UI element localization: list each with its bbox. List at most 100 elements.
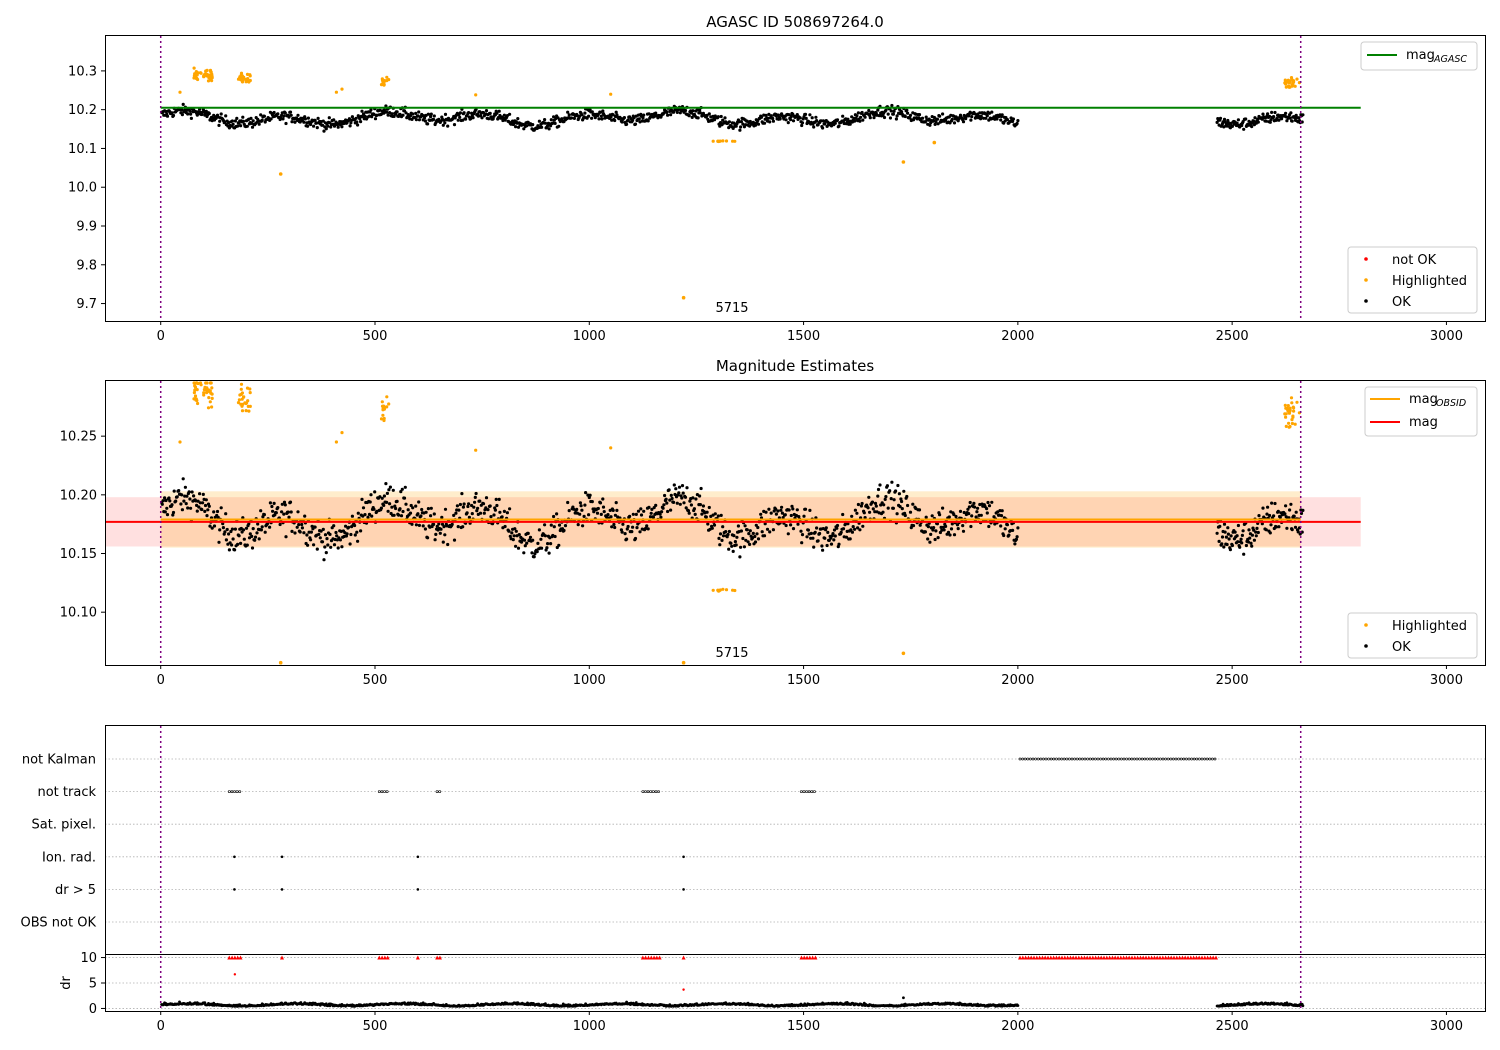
ok-point <box>1253 116 1257 120</box>
x-tick-label: 3000 <box>1430 329 1463 344</box>
dr-clipped-marker <box>1043 955 1048 960</box>
ok-point <box>856 111 861 115</box>
ok-point <box>665 501 669 505</box>
ok-point <box>324 127 328 131</box>
ok-point <box>452 123 457 127</box>
dr-clipped-marker <box>1068 955 1073 960</box>
ok-point <box>876 494 880 498</box>
ok-point <box>417 523 421 528</box>
ok-point <box>886 112 890 116</box>
ok-point <box>936 122 940 126</box>
ok-point <box>306 124 310 128</box>
ok-point <box>987 524 991 529</box>
flag-marker <box>1026 757 1030 761</box>
ok-point <box>270 504 274 509</box>
ok-point <box>698 111 703 115</box>
dr-clipped-marker <box>1121 955 1126 960</box>
ok-point <box>764 510 768 514</box>
flag-marker <box>238 790 242 794</box>
ok-point <box>543 118 547 122</box>
ok-point <box>664 497 668 501</box>
ok-point <box>944 524 948 529</box>
x-tick-label: 0 <box>157 1019 165 1034</box>
ok-point <box>684 506 688 510</box>
ok-point <box>734 543 738 547</box>
ok-point <box>160 502 164 506</box>
ok-point <box>215 509 220 514</box>
ok-point <box>833 121 837 125</box>
ok-point <box>195 503 199 507</box>
ok-point <box>283 111 287 115</box>
ok-point <box>408 114 413 118</box>
ok-point <box>531 123 535 127</box>
dr-clipped-marker <box>1155 955 1160 960</box>
ok-point <box>812 125 816 129</box>
ok-point <box>547 127 551 131</box>
dr-clipped-marker <box>1020 955 1025 960</box>
ok-point <box>814 115 818 119</box>
ok-point <box>734 124 738 128</box>
ok-point <box>1236 540 1240 544</box>
ok-point <box>1016 526 1020 530</box>
ok-point <box>268 525 272 529</box>
ok-point <box>519 540 524 544</box>
ok-point <box>434 532 438 537</box>
ok-point <box>300 526 304 530</box>
dr-clipped-marker <box>1034 955 1039 960</box>
ok-point <box>841 527 846 531</box>
ok-point <box>899 497 903 501</box>
dr-clipped-marker <box>1065 955 1070 960</box>
flag-marker <box>1073 757 1077 761</box>
flag-marker <box>646 790 650 794</box>
outlier-point <box>901 651 906 656</box>
ok-point <box>186 506 190 510</box>
highlighted-point <box>244 77 248 82</box>
ok-point <box>470 503 474 508</box>
highlighted-point <box>1293 84 1297 88</box>
ok-point <box>356 539 360 543</box>
ok-point <box>259 113 263 117</box>
flag-marker <box>380 790 384 794</box>
ok-point <box>800 533 805 537</box>
flag-marker <box>1039 757 1043 761</box>
ok-point <box>669 113 673 117</box>
ok-point <box>918 523 922 527</box>
ok-point <box>969 524 973 529</box>
dr-clipped-marker <box>1082 955 1087 960</box>
ok-point <box>1000 113 1004 117</box>
dr-clipped-marker <box>1197 955 1202 960</box>
ok-point <box>1230 124 1234 128</box>
highlighted-point <box>240 74 244 78</box>
highlighted-point <box>1284 415 1288 419</box>
legend-line-sub: OBSID <box>1436 398 1466 409</box>
dr-clipped-marker <box>813 955 818 960</box>
ok-point <box>182 499 186 503</box>
ok-point <box>495 111 499 115</box>
ok-point <box>369 493 373 497</box>
ok-point <box>367 512 372 517</box>
ok-point <box>717 536 721 541</box>
flag-marker <box>1044 757 1048 761</box>
ok-point <box>693 512 697 517</box>
ok-point <box>771 116 775 121</box>
ok-point <box>705 510 709 514</box>
ok-point <box>850 530 855 534</box>
highlighted-point <box>340 87 344 91</box>
dr-clipped-marker <box>1186 955 1190 960</box>
ok-point <box>1011 528 1015 533</box>
flag-marker <box>1143 757 1147 761</box>
legend-point-label: OK <box>1392 640 1411 655</box>
ok-point <box>326 124 330 128</box>
ok-point <box>926 525 931 529</box>
ok-point <box>250 534 254 539</box>
ok-point <box>293 531 297 535</box>
ok-point <box>753 534 757 539</box>
ok-point <box>727 120 732 124</box>
outlier-point <box>278 172 283 176</box>
ok-point <box>471 116 475 120</box>
flag-marker <box>1127 757 1131 761</box>
ok-point <box>1301 508 1305 512</box>
ok-point <box>473 495 477 499</box>
ok-point <box>677 491 681 495</box>
dr-clipped-marker <box>1023 955 1028 960</box>
